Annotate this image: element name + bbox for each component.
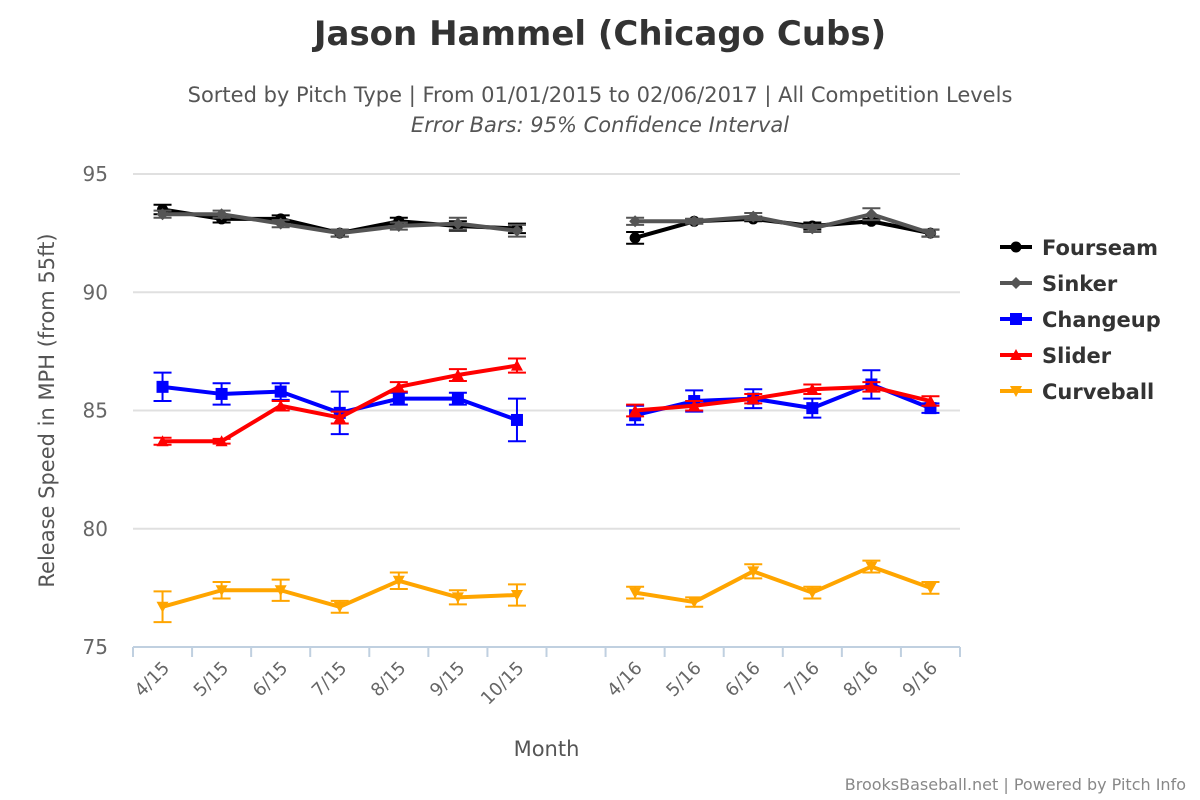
sinker-point	[629, 215, 642, 228]
legend-changeup-label: Changeup	[1042, 308, 1161, 332]
x-tick-label: 7/15	[308, 658, 351, 701]
chart-title: Jason Hammel (Chicago Cubs)	[313, 14, 887, 54]
x-tick-label: 7/16	[780, 658, 823, 701]
slider-point	[865, 380, 878, 392]
sinker-line	[635, 212, 932, 236]
changeup-point	[451, 392, 464, 405]
fourseam-point	[865, 215, 877, 227]
x-tick-label: 6/16	[721, 658, 764, 701]
chart-subtitle-error-bars: Error Bars: 95% Confidence Interval	[410, 113, 790, 137]
sinker-point	[392, 220, 405, 233]
changeup-point	[392, 392, 405, 405]
legend-fourseam-marker	[1010, 241, 1022, 253]
legend-slider-label: Slider	[1042, 344, 1112, 368]
x-tick-label: 5/16	[662, 658, 705, 701]
changeup-point	[215, 387, 228, 400]
x-tick-label: 9/16	[899, 658, 942, 701]
changeup-point	[510, 413, 523, 426]
y-axis-title: Release Speed in MPH (from 55ft)	[35, 233, 59, 587]
y-tick-label: 85	[83, 399, 108, 423]
sinker-point	[806, 222, 819, 235]
slider-point	[333, 411, 346, 423]
curveball-point	[806, 587, 819, 599]
curveball-point	[392, 575, 405, 587]
legend-changeup-marker	[1010, 313, 1022, 325]
sinker-point	[274, 217, 287, 230]
fourseam-point	[629, 232, 641, 244]
x-tick-label: 8/15	[367, 658, 410, 701]
curveball-point	[688, 597, 701, 609]
curveball-point	[629, 587, 642, 599]
slider-point	[924, 395, 937, 407]
legend-curveball-marker	[1010, 386, 1022, 397]
y-tick-label: 95	[83, 162, 108, 186]
slider-point	[747, 392, 760, 404]
slider-point	[688, 399, 701, 411]
x-tick-label: 4/15	[131, 658, 174, 701]
slider-point	[274, 399, 287, 411]
sinker-point	[156, 208, 169, 221]
credit-text[interactable]: BrooksBaseball.net | Powered by Pitch In…	[844, 775, 1186, 794]
y-tick-label: 75	[83, 635, 108, 659]
sinker-point	[510, 224, 523, 237]
curveball-point	[747, 566, 760, 578]
curveball-line	[634, 564, 932, 605]
slider-point	[156, 435, 169, 447]
curveball-point	[156, 601, 169, 613]
sinker-point	[215, 208, 228, 221]
slider-point	[510, 359, 523, 371]
curveball-point	[510, 589, 523, 601]
sinker-point	[865, 208, 878, 221]
curveball-point	[451, 592, 464, 604]
x-tick-label: 10/15	[477, 658, 529, 710]
sinker-point	[924, 227, 937, 240]
slider-point	[806, 383, 819, 395]
x-axis-title: Month	[514, 737, 580, 761]
x-tick-label: 4/16	[603, 658, 646, 701]
slider-point	[215, 435, 228, 447]
slider-point	[451, 369, 464, 381]
legend-fourseam-label: Fourseam	[1042, 236, 1158, 260]
legend-curveball-label: Curveball	[1042, 380, 1154, 404]
curveball-point	[865, 561, 878, 573]
x-tick-label: 9/15	[426, 658, 469, 701]
x-tick-label: 6/15	[249, 658, 292, 701]
slider-line	[634, 384, 931, 413]
curveball-point	[215, 585, 228, 597]
legend-sinker-marker	[1010, 277, 1022, 289]
slider-point	[629, 404, 642, 416]
curveball-point	[333, 601, 346, 613]
sinker-point	[688, 215, 701, 228]
sinker-point	[747, 210, 760, 223]
slider-point	[392, 380, 405, 392]
x-tick-label: 8/16	[839, 658, 882, 701]
x-tick-label: 5/15	[190, 658, 233, 701]
sinker-point	[451, 217, 464, 230]
legend-sinker-label: Sinker	[1042, 272, 1118, 296]
changeup-point	[806, 402, 819, 415]
sinker-point	[333, 227, 346, 240]
y-tick-label: 80	[83, 517, 108, 541]
changeup-point	[274, 385, 287, 398]
curveball-point	[924, 582, 937, 594]
y-tick-label: 90	[83, 280, 108, 304]
curveball-point	[274, 585, 287, 597]
legend-slider-marker	[1010, 349, 1022, 360]
changeup-point	[156, 380, 169, 393]
chart-subtitle: Sorted by Pitch Type | From 01/01/2015 t…	[187, 83, 1013, 107]
